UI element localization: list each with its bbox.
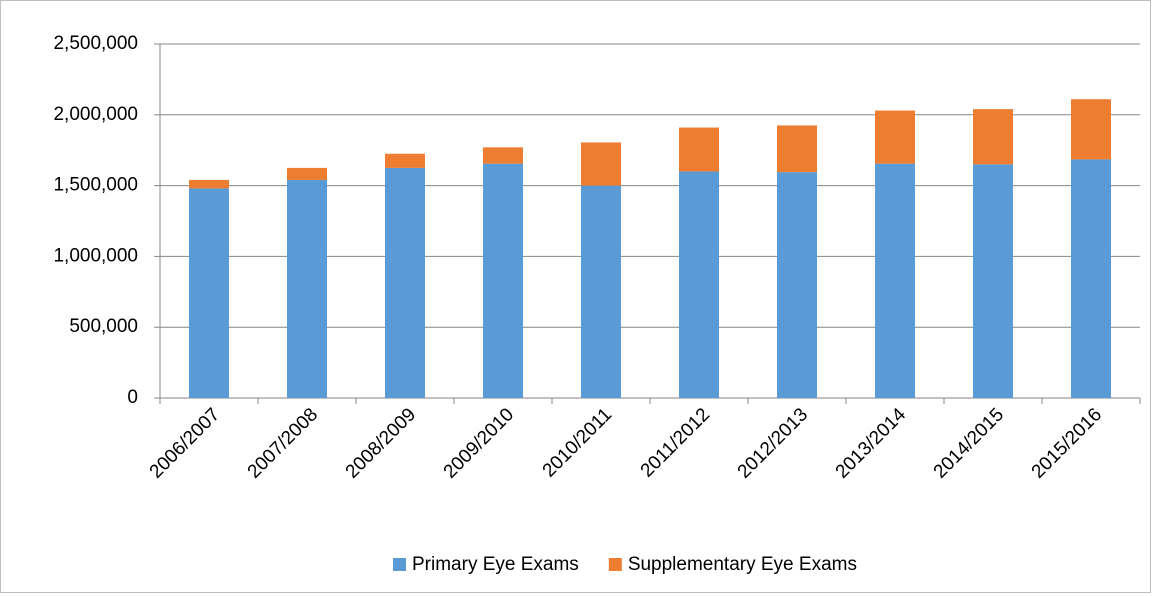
bar-segment — [287, 167, 327, 180]
y-tick-label: 1,500,000 — [53, 175, 138, 196]
bar-segment — [973, 109, 1013, 165]
bar-segment — [385, 167, 425, 398]
bar-segment — [483, 163, 523, 398]
bar-segment — [385, 153, 425, 168]
y-tick-label: 500,000 — [69, 316, 138, 337]
bar-segment — [483, 147, 523, 164]
bar-segment — [875, 163, 915, 398]
y-tick-label: 2,000,000 — [53, 104, 138, 125]
legend-swatch — [393, 558, 406, 571]
bar-segment — [679, 127, 719, 172]
bar-segment — [581, 142, 621, 186]
bar-segment — [287, 179, 327, 398]
bar-segment — [777, 172, 817, 398]
bar-segment — [189, 179, 229, 189]
bar-segment — [189, 188, 229, 398]
bar-segment — [973, 164, 1013, 398]
bar-segment — [581, 185, 621, 398]
bar-segment — [1071, 159, 1111, 398]
bar-segment — [679, 171, 719, 398]
bar-segment — [1071, 99, 1111, 160]
bar-segment — [875, 110, 915, 164]
y-tick-label: 1,000,000 — [53, 245, 138, 266]
y-tick-label: 2,500,000 — [53, 33, 138, 54]
legend-label: Primary Eye Exams — [412, 554, 579, 575]
legend-label: Supplementary Eye Exams — [628, 554, 857, 575]
legend-swatch — [608, 558, 622, 571]
bar-segment — [777, 125, 817, 173]
y-tick-label: 0 — [127, 387, 138, 408]
